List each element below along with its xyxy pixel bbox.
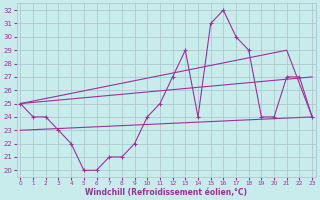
X-axis label: Windchill (Refroidissement éolien,°C): Windchill (Refroidissement éolien,°C) [85, 188, 247, 197]
